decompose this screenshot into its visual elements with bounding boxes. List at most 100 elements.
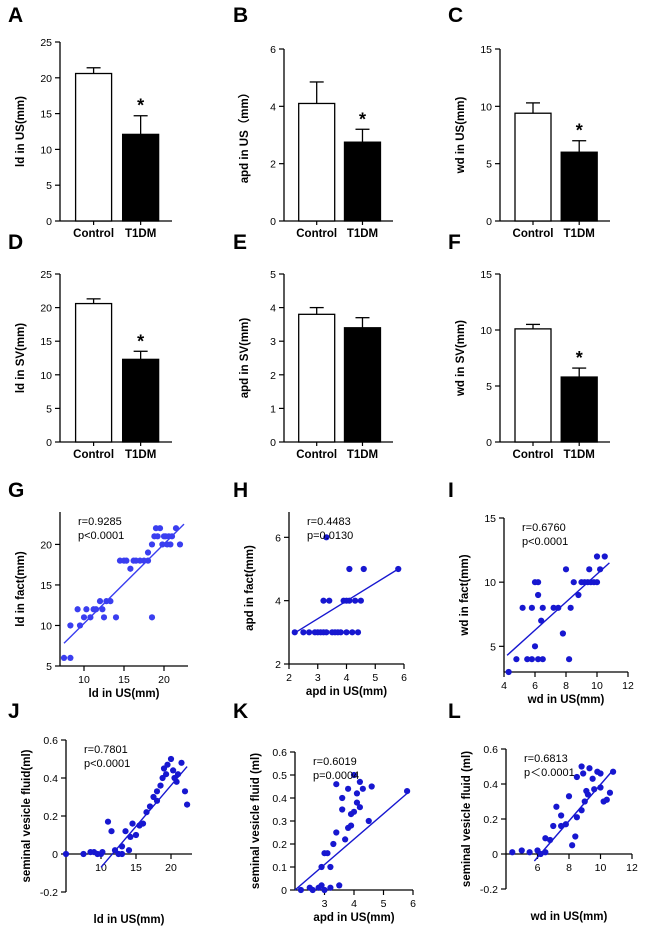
correlation-r: r=0.4483 [307, 516, 351, 528]
y-axis-title: seminal vesicle fluid(ml) [21, 749, 33, 882]
panel-label: A [8, 4, 23, 27]
x-tick-label: 10 [591, 680, 603, 692]
significance-star: * [576, 121, 583, 141]
x-tick-label: 2 [286, 672, 292, 684]
data-point [144, 549, 152, 556]
x-category-label: Control [73, 228, 114, 240]
bar-control [298, 102, 336, 222]
data-point [178, 759, 185, 766]
x-tick-label: 12 [626, 862, 638, 874]
x-tick-label: 4 [501, 680, 507, 692]
data-point [118, 850, 126, 858]
y-tick-label: 0.6 [43, 735, 58, 747]
x-tick-label: 6 [410, 898, 416, 910]
bar-t1dm [121, 358, 160, 443]
data-point [562, 566, 570, 573]
x-tick-label: 3 [315, 672, 321, 684]
data-point [601, 553, 608, 560]
data-point [558, 812, 565, 819]
y-tick-label: 5 [46, 403, 52, 415]
data-point [578, 807, 585, 814]
y-tick-label: 0.6 [483, 744, 498, 756]
panel-c: C 0 5 10 15 wd in US(mm) Control T1DM * [448, 4, 610, 240]
data-point [537, 850, 544, 858]
x-category-label: Control [296, 228, 337, 240]
data-point [597, 566, 604, 573]
y-tick-label: 6 [275, 532, 281, 544]
x-tick-label: 4 [344, 672, 350, 684]
y-tick-label: 5 [46, 661, 52, 673]
y-tick-label: 0 [270, 437, 276, 449]
y-tick-label: 25 [40, 269, 52, 281]
data-point [321, 886, 328, 894]
y-tick-label: 2 [270, 159, 276, 171]
data-point [357, 597, 364, 604]
y-tick-label: 2 [270, 370, 276, 382]
data-point [343, 629, 350, 636]
y-tick-label: 1 [270, 403, 276, 415]
data-point [509, 849, 516, 856]
x-axis-title: wd in US(mm) [530, 911, 608, 923]
data-point [143, 809, 150, 816]
panel-g: G 5 10 15 20 ld in fact(mm) 10 15 20 ld in US(mm)… [8, 479, 188, 700]
data-point [558, 822, 565, 830]
data-point [346, 597, 353, 604]
data-point [578, 763, 585, 770]
data-point [356, 804, 363, 811]
y-tick-label: 0 [492, 849, 498, 861]
y-tick-label: 20 [40, 73, 52, 85]
data-point [349, 629, 356, 636]
y-tick-label: 0 [270, 216, 276, 228]
data-point [559, 630, 567, 637]
p-value: p＜0.0001 [524, 767, 575, 779]
correlation-r: r=0.7801 [84, 744, 128, 756]
x-category-label: T1DM [564, 228, 595, 240]
significance-star: * [576, 348, 583, 368]
x-tick-label: 20 [165, 862, 177, 874]
data-point [92, 606, 100, 613]
data-point [586, 765, 593, 772]
panel-label: L [448, 700, 461, 723]
panel-f: F 0 5 10 15 wd in SV(mm) Control T1DM * [448, 231, 610, 461]
data-point [359, 785, 366, 792]
y-tick-label: 15 [40, 336, 52, 348]
y-axis-title: ld in US(mm) [15, 96, 27, 167]
y-tick-label: 10 [480, 101, 492, 113]
data-point [96, 598, 104, 605]
y-tick-label: 20 [40, 539, 52, 551]
correlation-r: r=0.6760 [522, 522, 566, 534]
data-point [99, 849, 106, 856]
data-point [76, 622, 84, 629]
data-point [519, 604, 526, 611]
panel-h: H 2 4 6 apd in fact(mm) 2 3 4 5 6 apd in US(mm) r=0… [233, 479, 407, 698]
y-axis-title: apd in fact(mm) [244, 545, 256, 631]
y-tick-label: 15 [484, 513, 496, 525]
data-point [167, 541, 174, 548]
x-tick-label: 3 [322, 898, 328, 910]
data-point [320, 597, 327, 604]
data-point [352, 597, 359, 604]
data-point [610, 768, 617, 775]
data-point [550, 822, 557, 830]
y-axis-title: wd in SV(mm) [455, 320, 467, 397]
y-tick-label: 10 [40, 370, 52, 382]
data-point [593, 579, 601, 586]
y-tick-label: 0.1 [272, 862, 287, 874]
y-tick-label: 10 [40, 620, 52, 632]
data-point [535, 591, 542, 599]
panel-label: J [8, 700, 20, 723]
x-tick-label: 5 [381, 898, 387, 910]
y-axis-title: wd in US(mm) [455, 97, 467, 175]
data-point [531, 643, 539, 650]
data-point [74, 606, 81, 613]
bar-t1dm [560, 376, 598, 443]
bar-t1dm [121, 133, 160, 222]
data-point [148, 614, 156, 621]
p-value: p<0.0001 [78, 530, 124, 542]
x-tick-label: 15 [130, 862, 142, 874]
data-point [67, 654, 74, 661]
bar-control [74, 302, 113, 443]
y-tick-label: 5 [486, 381, 492, 393]
data-point [603, 796, 610, 803]
y-tick-label: 20 [40, 303, 52, 315]
